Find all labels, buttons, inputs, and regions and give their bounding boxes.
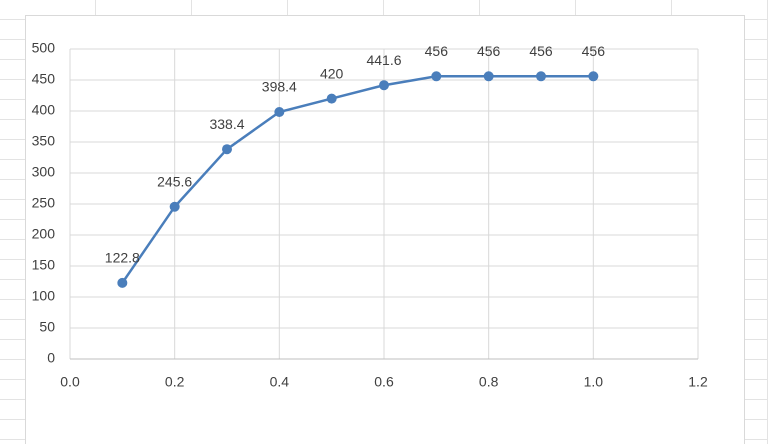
point [169, 201, 180, 212]
data-label: 456 [425, 43, 449, 59]
x-tick-label: 0.0 [60, 374, 80, 390]
x-tick-label: 0.4 [270, 374, 290, 390]
y-tick-label: 50 [39, 319, 55, 335]
data-label: 456 [529, 43, 553, 59]
point [326, 93, 337, 104]
point [222, 144, 232, 155]
data-label: 398.4 [262, 79, 297, 95]
point [274, 106, 285, 117]
y-tick-label: 350 [32, 133, 56, 149]
y-tick-label: 100 [32, 288, 56, 304]
data-label: 456 [477, 43, 501, 59]
series-line [121, 75, 594, 284]
y-tick-label: 300 [32, 164, 56, 180]
point [483, 71, 494, 82]
point [379, 80, 389, 91]
data-label: 420 [320, 65, 344, 81]
x-tick-label: 0.6 [374, 374, 394, 390]
y-tick-label: 500 [32, 40, 56, 56]
y-tick-label: 150 [32, 257, 56, 273]
y-tick-label: 200 [32, 226, 56, 242]
point [117, 277, 128, 288]
x-tick-label: 1.0 [584, 374, 604, 390]
y-tick-label: 400 [32, 102, 56, 118]
data-label: 338.4 [209, 116, 244, 132]
x-tick-label: 1.2 [688, 374, 708, 390]
x-tick-label: 0.2 [165, 374, 185, 390]
data-label: 456 [582, 43, 606, 59]
y-tick-label: 450 [32, 71, 56, 87]
point [536, 71, 546, 82]
x-tick-label: 0.8 [479, 374, 499, 390]
y-tick-label: 0 [47, 350, 55, 366]
point [431, 71, 442, 82]
point [588, 71, 599, 82]
data-label: 122.8 [105, 250, 140, 266]
data-label: 441.6 [366, 52, 401, 68]
data-label: 245.6 [157, 173, 192, 189]
y-tick-label: 250 [32, 195, 56, 211]
